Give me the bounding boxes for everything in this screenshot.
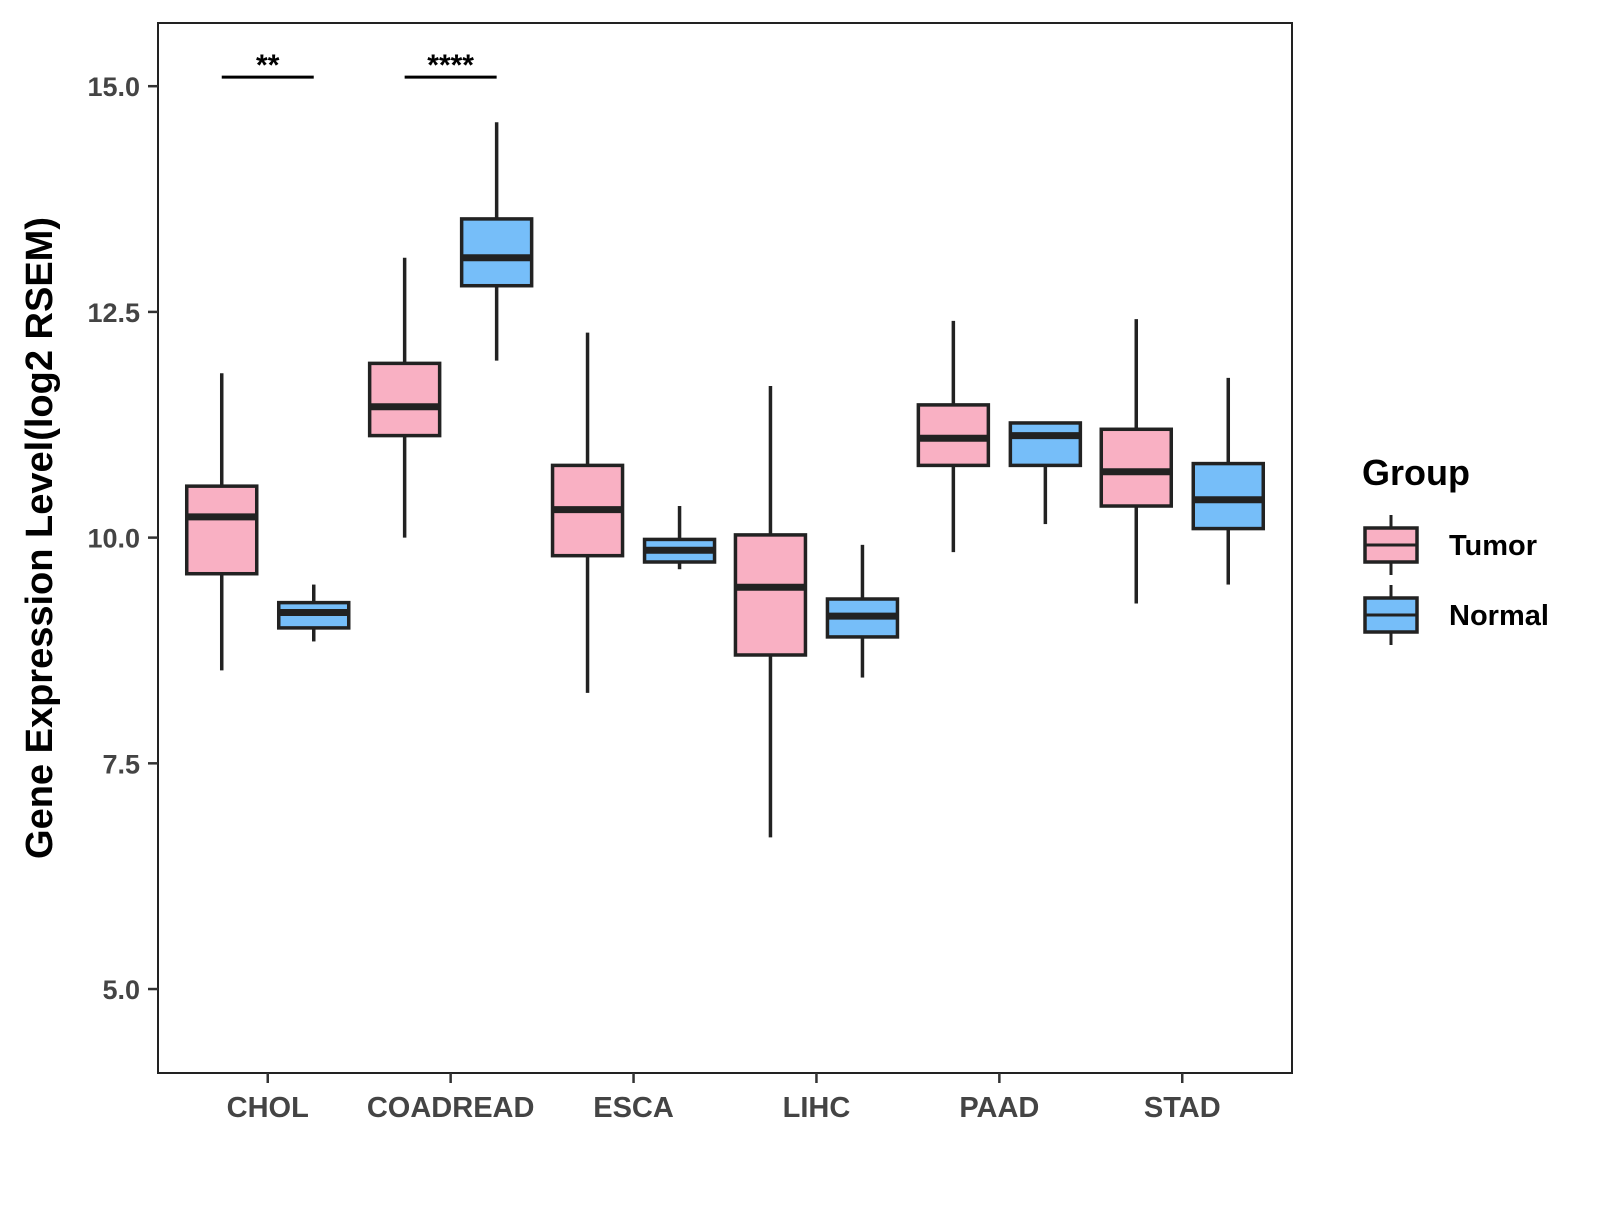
y-axis-title: Gene Expression Level(log2 RSEM) [19, 217, 61, 859]
significance-label: **** [427, 49, 474, 82]
x-tick-label: ESCA [593, 1092, 674, 1124]
tumor-box [1099, 427, 1174, 508]
normal-box [459, 217, 534, 288]
legend-title: Group [1362, 452, 1470, 493]
y-tick-label: 12.5 [87, 298, 140, 328]
x-tick-label: LIHC [783, 1092, 851, 1124]
tumor-box [733, 533, 808, 657]
normal-box [1191, 461, 1266, 531]
normal-box [1008, 421, 1083, 468]
plot-panel-border [157, 22, 1293, 1074]
x-tick-label: PAAD [959, 1092, 1039, 1124]
x-tick-label: STAD [1144, 1092, 1221, 1124]
x-tick-label: COADREAD [367, 1092, 535, 1124]
y-tick-label: 5.0 [102, 975, 140, 1005]
y-tick-label: 15.0 [87, 72, 140, 102]
legend-label: Tumor [1449, 530, 1537, 562]
chart-marks: 5.0 7.5 10.0 12.5 15.0 CHOL COADREAD ESCA LIHC PA… [19, 22, 1549, 1124]
y-tick-label: 7.5 [102, 749, 140, 779]
y-tick-label: 10.0 [87, 524, 140, 554]
legend-label: Normal [1449, 600, 1549, 632]
tumor-box [184, 484, 259, 576]
x-tick-label: CHOL [227, 1092, 309, 1124]
tumor-box [367, 361, 442, 438]
significance-label: ** [256, 49, 280, 82]
